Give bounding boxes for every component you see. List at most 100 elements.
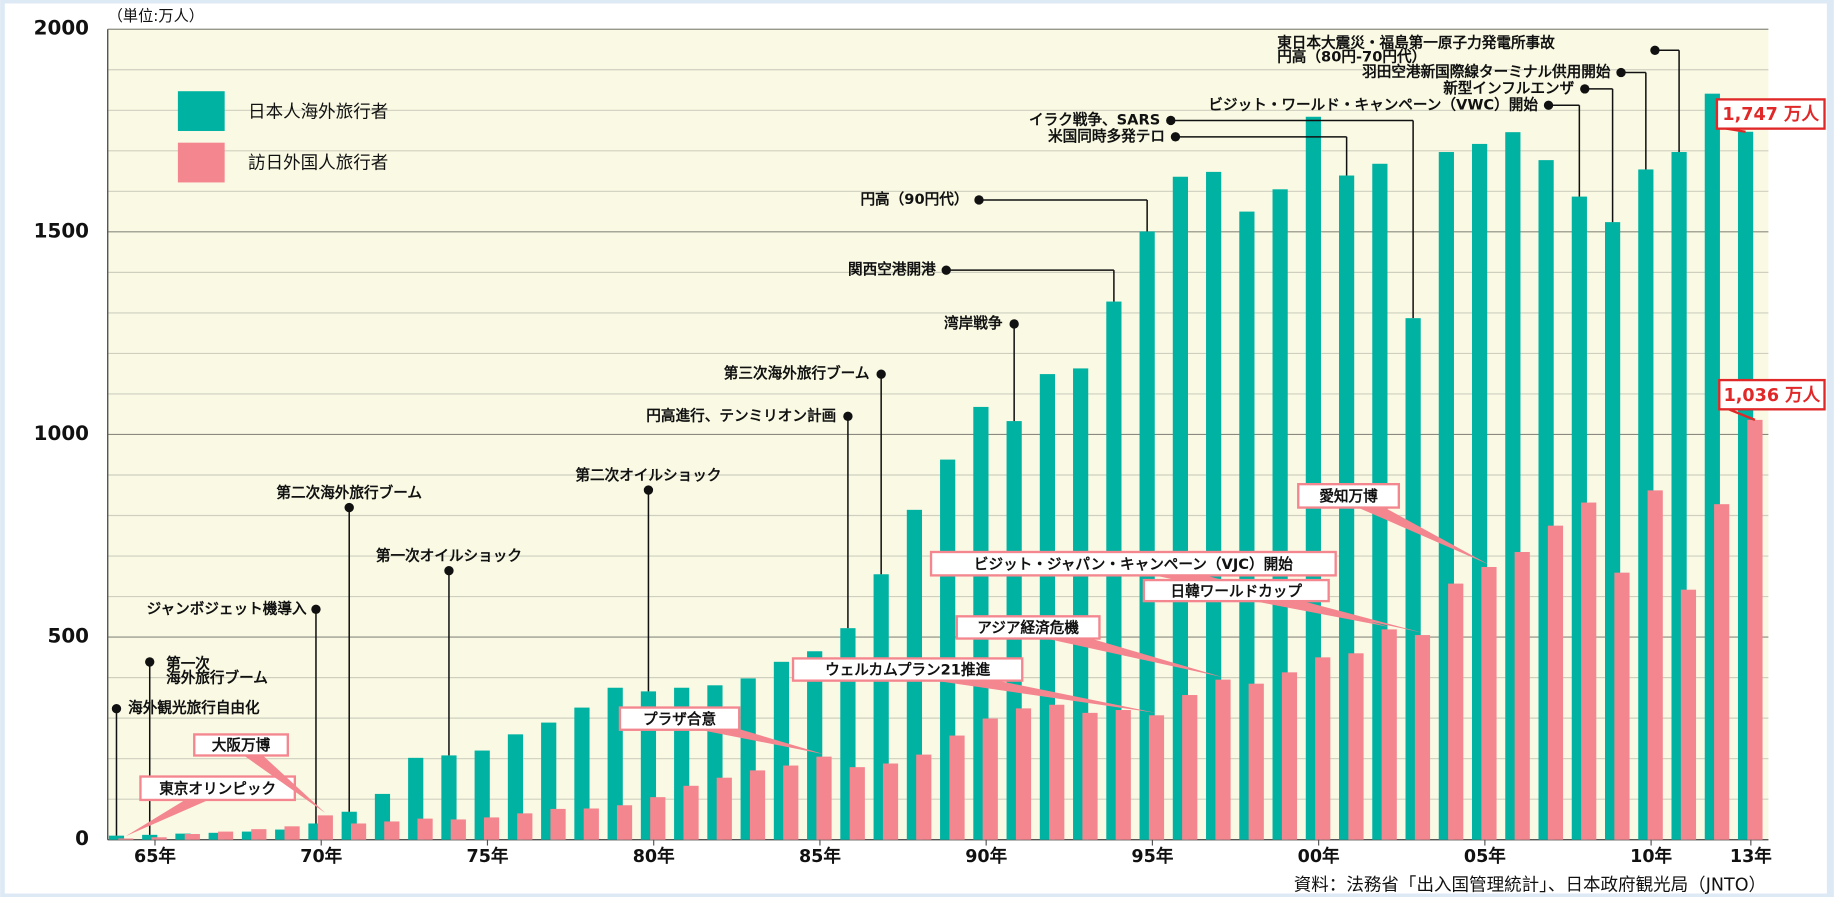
bar (583, 808, 599, 840)
annotation-text: アジア経済危機 (977, 619, 1079, 637)
value-label: 1,036 万人 (1724, 385, 1821, 406)
bar (450, 819, 466, 840)
bar (1381, 629, 1397, 840)
leader-dot (974, 195, 984, 205)
bar (1680, 589, 1697, 840)
bar (616, 805, 633, 840)
bar (1614, 572, 1630, 840)
annotation-text: 第二次オイルショック (575, 466, 721, 484)
source-note: 資料：法務省「出入国管理統計」、日本政府観光局（JNTO） (1294, 875, 1766, 895)
annotation-box (929, 550, 1337, 577)
bar (1514, 551, 1530, 840)
callout-pointer (236, 739, 326, 814)
bar (1448, 583, 1464, 840)
leader-dot (111, 704, 122, 714)
leader-dot (876, 369, 886, 379)
annotation-text: 羽田空港新国際線ターミナル供用開始 (1362, 63, 1611, 81)
bar (1049, 704, 1065, 840)
annotation-text: プラザ合意 (643, 710, 716, 728)
annotation-text: ビジット・ワールド・キャンペーン（VWC）開始 (1208, 95, 1538, 113)
legend-swatch (177, 91, 225, 131)
legend-swatch (177, 142, 225, 183)
leader-dot (1650, 45, 1660, 55)
x-tick-label: 85年 (799, 846, 841, 867)
bar (184, 834, 200, 840)
leader-dot (1543, 100, 1554, 110)
bar (949, 735, 965, 840)
x-tick-label: 90年 (965, 846, 1007, 867)
bar (574, 707, 590, 840)
bar (208, 832, 224, 840)
bar (517, 813, 533, 840)
bar (251, 829, 267, 840)
bar (1172, 176, 1188, 840)
value-callout-box (1715, 98, 1826, 130)
x-tick-label: 13年 (1730, 846, 1772, 867)
bar (982, 718, 998, 840)
leader-dot (1009, 319, 1019, 329)
bar (142, 834, 158, 840)
annotation-text: 円高（80円-70円代） (1277, 47, 1426, 65)
x-tick-label: 75年 (466, 846, 508, 867)
bar (1139, 231, 1155, 840)
value-callout-box (1718, 378, 1826, 411)
bar (507, 734, 524, 840)
annotation-text: 第二次海外旅行ブーム (276, 484, 422, 502)
bar (849, 767, 865, 840)
bar (1348, 653, 1364, 840)
annotation-text: 第一次オイルショック (376, 547, 522, 565)
bar (1547, 525, 1564, 840)
bar (1115, 710, 1131, 840)
bar (175, 833, 191, 840)
bar (1315, 657, 1331, 840)
leader-dot (643, 485, 654, 495)
bar (550, 808, 566, 840)
bar (1239, 211, 1255, 840)
leader-dot (1580, 84, 1590, 94)
bar (1747, 419, 1763, 840)
x-tick-label: 95年 (1131, 846, 1173, 867)
bar (217, 831, 234, 840)
annotation-text: 第一次 (166, 654, 210, 672)
x-tick-label: 65年 (134, 846, 176, 867)
bar (108, 835, 125, 840)
annotation-text: 円高進行、テンミリオン計画 (646, 406, 836, 424)
y-tick-label: 1500 (34, 219, 89, 242)
annotation-text: 東日本大震災・福島第一原子力発電所事故 (1277, 33, 1555, 51)
bar (483, 817, 500, 840)
legend-label: 訪日外国人旅行者 (248, 154, 388, 174)
annotation-text: 関西空港開港 (848, 260, 936, 278)
bar (716, 777, 732, 840)
bar (1015, 708, 1032, 840)
bar (683, 785, 699, 840)
annotation-box (193, 733, 289, 757)
x-tick-label: 70年 (300, 846, 342, 867)
bar (1148, 715, 1165, 840)
annotation-text: 新型インフルエンザ (1443, 79, 1574, 97)
bar (317, 815, 333, 840)
bar (284, 826, 300, 840)
leader-dot (145, 657, 155, 667)
x-tick-label: 00年 (1298, 846, 1340, 867)
value-label: 1,747 万人 (1722, 104, 1819, 125)
bar (1714, 504, 1730, 840)
annotation-text: ジャンボジェット機導入 (147, 599, 307, 617)
y-tick-label: 0 (75, 827, 89, 850)
annotation-box (1142, 578, 1330, 603)
bar (1215, 679, 1231, 840)
leader-dot (1170, 132, 1181, 142)
leader-dot (344, 502, 354, 513)
bar (151, 837, 167, 840)
annotation-text: 湾岸戦争 (944, 314, 1003, 332)
bar (417, 818, 433, 840)
annotation-text: 円高（90円代） (860, 190, 968, 208)
bar (241, 831, 258, 840)
value-callout-pointer (1728, 408, 1756, 421)
unit-label: （単位:万人） (108, 7, 204, 25)
annotation-box (955, 615, 1101, 640)
annotation-box (1297, 483, 1400, 509)
bar (350, 823, 367, 840)
bar (441, 755, 457, 840)
annotation-text: 海外観光旅行自由化 (128, 699, 260, 717)
